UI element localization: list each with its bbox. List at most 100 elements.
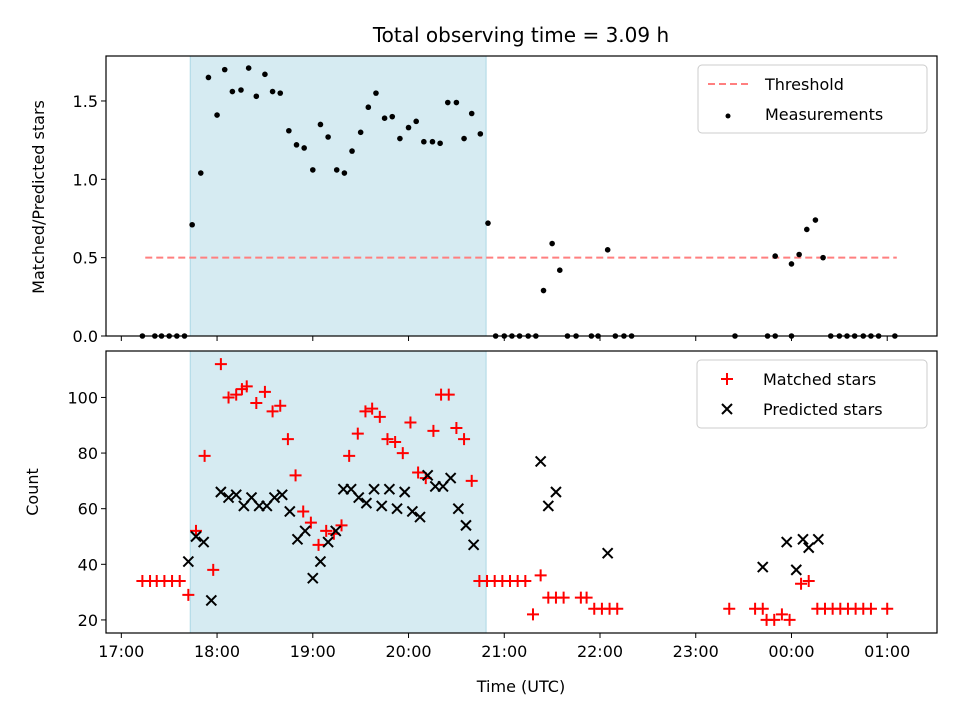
matched-stars-point <box>266 405 279 418</box>
x-tick-label: 00:00 <box>768 642 814 661</box>
measurement-point <box>468 110 475 117</box>
measurement-point <box>214 112 220 118</box>
chart-title: Total observing time = 3.09 h <box>372 23 669 47</box>
matched-stars-point <box>250 397 263 410</box>
matched-stars-point <box>359 405 372 418</box>
measurement-point <box>556 267 563 273</box>
matched-stars-point <box>222 391 235 404</box>
measurement-point <box>437 140 443 147</box>
predicted-stars-point <box>550 486 562 498</box>
measurement-point <box>788 261 795 267</box>
predicted-stars-point <box>542 500 555 512</box>
predicted-stars-point <box>780 536 793 548</box>
predicted-stars-point <box>353 491 365 504</box>
predicted-stars-point <box>790 564 802 576</box>
measurement-point <box>803 226 810 233</box>
measurement-point <box>812 217 819 223</box>
matched-stars-point <box>775 608 788 621</box>
y-tick-label: 1.5 <box>73 92 98 111</box>
predicted-stars-point <box>299 525 311 537</box>
matched-stars-point <box>557 591 570 604</box>
measurement-point <box>238 87 244 93</box>
predicted-stars-point <box>276 489 288 501</box>
predicted-stars-point <box>406 505 419 518</box>
matched-stars-point <box>580 591 593 604</box>
predicted-stars-point <box>803 541 815 554</box>
legend-measurements-swatch <box>725 113 731 119</box>
matched-stars-point <box>182 588 195 601</box>
matched-stars-point <box>366 402 379 415</box>
matched-stars-point <box>173 574 186 587</box>
predicted-stars-point <box>414 511 426 523</box>
matched-stars-point <box>802 574 815 587</box>
predicted-stars-point <box>601 547 614 559</box>
measurement-point <box>221 66 228 73</box>
measurement-point <box>365 104 372 111</box>
y-tick-label: 60 <box>78 500 98 519</box>
predicted-stars-point <box>452 502 465 515</box>
y-tick-label: 0.0 <box>73 327 98 346</box>
measurement-point <box>253 93 260 100</box>
predicted-stars-point <box>182 555 195 568</box>
bottom-axes: 20 40 60 80 100 17:00 18:00 19:00 20:00 21:00 22:0… <box>67 350 938 661</box>
measurement-point <box>205 74 212 81</box>
legend-matched-label: Matched stars <box>763 370 876 389</box>
matched-stars-point <box>864 602 877 615</box>
measurement-point <box>197 170 204 176</box>
measurement-point <box>229 88 236 95</box>
measurement-point <box>325 134 331 140</box>
matched-stars-point <box>519 574 532 587</box>
matched-stars-point <box>240 380 253 393</box>
matched-stars-point <box>381 433 394 446</box>
measurement-point <box>333 167 340 173</box>
top-y-axis-label: Matched/Predicted stars <box>29 100 48 294</box>
predicted-stars-point <box>757 561 769 573</box>
predicted-stars-point <box>460 519 472 532</box>
measurement-point <box>189 221 195 228</box>
matched-stars-point <box>465 474 478 487</box>
predicted-stars-point <box>812 533 824 545</box>
matched-stars-point <box>783 613 796 626</box>
predicted-stars-point <box>222 491 235 504</box>
y-tick-label: 20 <box>78 611 98 630</box>
matched-stars-point <box>881 602 894 615</box>
measurement-point <box>286 127 292 134</box>
predicted-stars-point <box>307 572 319 584</box>
x-tick-label: 18:00 <box>194 642 240 661</box>
matched-stars-point <box>289 469 302 482</box>
matched-stars-point <box>412 466 425 479</box>
predicted-stars-point <box>444 472 457 484</box>
predicted-stars-point <box>205 594 218 607</box>
predicted-stars-point <box>360 497 373 509</box>
predicted-stars-point <box>398 486 411 498</box>
x-tick-label: 17:00 <box>98 642 144 661</box>
x-tick-label: 22:00 <box>577 642 623 661</box>
matched-stars-point <box>450 422 463 435</box>
measurement-point <box>317 121 324 128</box>
matched-stars-point <box>230 388 243 401</box>
predicted-stars-point <box>376 500 388 512</box>
observing-window-shade <box>189 55 487 337</box>
matched-stars-point <box>396 447 409 460</box>
bottom-y-axis-label: Count <box>23 468 42 516</box>
matched-stars-point <box>389 435 402 448</box>
measurement-point <box>277 90 284 96</box>
measurement-point <box>309 167 316 173</box>
y-tick-label: 100 <box>67 388 98 407</box>
legend-matched-swatch <box>721 373 733 385</box>
predicted-stars-point <box>215 486 227 498</box>
legend-predicted-swatch <box>721 403 733 415</box>
measurement-point <box>453 99 460 106</box>
measurement-point <box>373 90 379 96</box>
measurement-point <box>477 131 484 137</box>
matched-stars-point <box>458 433 471 446</box>
matched-stars-point <box>343 449 356 462</box>
legend-threshold-label: Threshold <box>764 75 844 94</box>
y-tick-label: 40 <box>78 555 98 574</box>
measurement-point <box>397 135 403 142</box>
matched-stars-point <box>427 424 440 437</box>
measurement-point <box>421 138 427 145</box>
matched-stars-point <box>611 602 624 615</box>
bottom-legend: Matched stars Predicted stars <box>696 359 928 429</box>
